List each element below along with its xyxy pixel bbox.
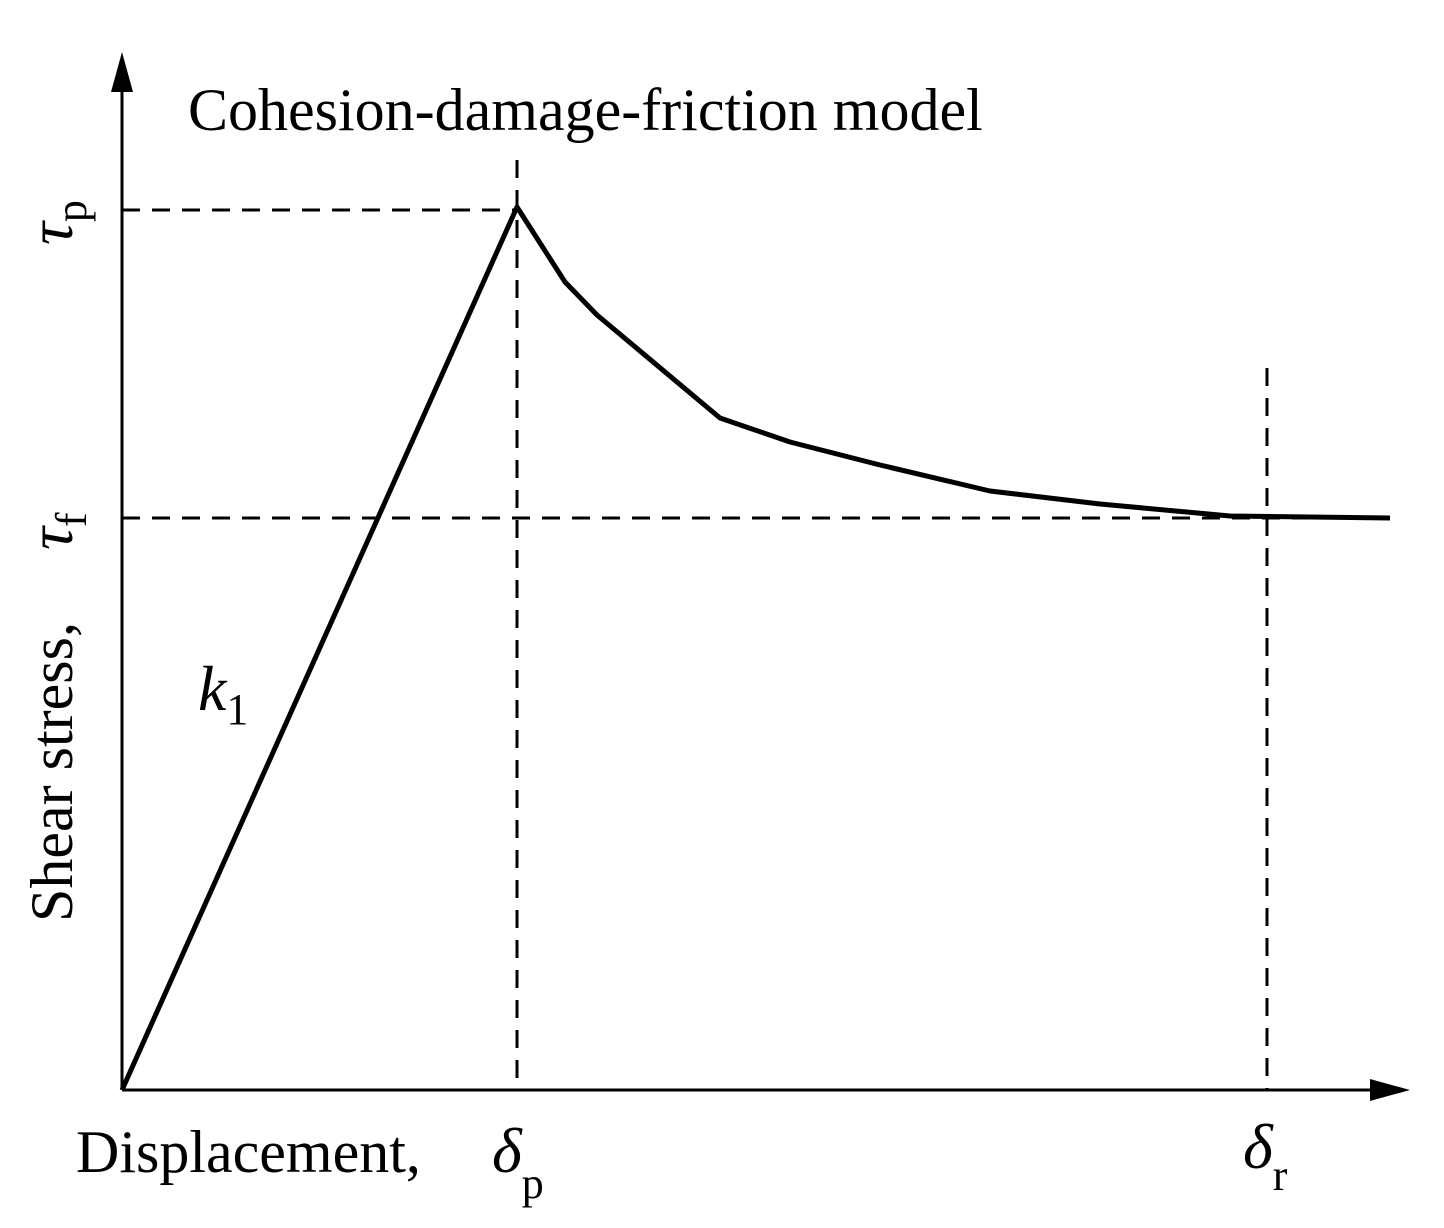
symbol: δ	[1243, 1111, 1274, 1182]
subscript: f	[47, 512, 96, 527]
subscript: 1	[226, 685, 248, 734]
x-arrow	[1370, 1079, 1410, 1101]
symbol: τ	[15, 525, 86, 550]
y-axis-label: Shear stress,	[19, 622, 85, 922]
x-axis-label: Displacement,	[76, 1119, 421, 1185]
delta-p: δp	[492, 1115, 544, 1208]
model-curve	[119, 204, 1391, 1092]
y-arrow	[111, 52, 133, 92]
symbol: k	[198, 653, 228, 724]
symbol: δ	[492, 1115, 523, 1186]
delta-r: δr	[1243, 1111, 1288, 1200]
title: Cohesion-damage-friction model	[188, 77, 983, 143]
subscript: p	[522, 1159, 544, 1208]
symbol: τ	[15, 220, 86, 245]
subscript: r	[1273, 1151, 1288, 1200]
tau-p: τp	[15, 200, 96, 245]
tau-f: τf	[15, 512, 96, 550]
subscript: p	[47, 200, 96, 222]
slope-label: k1	[198, 653, 248, 734]
